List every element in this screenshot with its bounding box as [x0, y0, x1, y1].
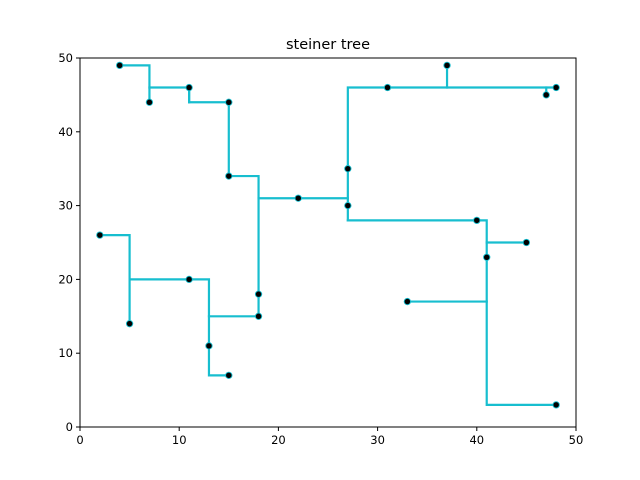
chart-title: steiner tree [286, 37, 370, 53]
terminal-point-4 [225, 172, 233, 180]
y-axis: 0 10 20 30 40 50 [58, 51, 80, 434]
tree-edges [98, 64, 558, 406]
terminal-point-15 [205, 342, 213, 350]
terminal-point-7 [344, 201, 352, 210]
terminal-point-9 [443, 61, 451, 70]
terminal-point-5 [294, 194, 302, 202]
y-tick-label-2: 20 [58, 272, 73, 286]
terminal-point-6 [344, 165, 352, 173]
terminal-points [96, 61, 560, 409]
terminal-point-21 [483, 253, 491, 261]
plot-frame [79, 57, 577, 428]
terminal-point-3 [225, 98, 233, 106]
y-tick-label-3: 30 [58, 199, 73, 213]
x-tick-label-4: 40 [469, 433, 484, 447]
tree-edge-7 [346, 219, 558, 406]
x-tick-label-2: 20 [271, 433, 286, 447]
x-tick-label-5: 50 [569, 433, 584, 447]
tree-edge-12 [207, 315, 230, 377]
terminal-point-8 [383, 83, 392, 92]
y-tick-label-4: 40 [58, 125, 73, 139]
terminal-point-17 [254, 290, 263, 298]
tree-edge-4 [346, 86, 558, 222]
terminal-point-13 [125, 320, 134, 328]
terminal-point-23 [552, 401, 560, 409]
x-axis: 0 10 20 30 40 50 [76, 427, 583, 447]
x-tick-label-3: 30 [370, 433, 385, 447]
terminal-point-22 [403, 297, 412, 306]
terminal-point-20 [522, 238, 531, 247]
terminal-point-18 [254, 312, 263, 320]
tree-edge-11 [98, 234, 131, 325]
terminal-point-16 [225, 371, 233, 379]
tree-edge-0 [118, 64, 349, 200]
y-tick-label-5: 50 [58, 51, 73, 65]
x-tick-label-0: 0 [76, 433, 83, 447]
terminal-point-14 [185, 275, 193, 284]
terminal-point-0 [116, 61, 124, 70]
terminal-point-19 [473, 216, 481, 225]
terminal-point-10 [542, 91, 550, 99]
y-tick-label-0: 0 [66, 420, 73, 434]
terminal-point-2 [185, 83, 193, 92]
x-tick-label-1: 10 [172, 433, 187, 447]
terminal-point-11 [552, 83, 560, 92]
terminal-point-12 [96, 231, 104, 239]
y-tick-label-1: 10 [58, 346, 73, 360]
terminal-point-1 [145, 98, 154, 106]
